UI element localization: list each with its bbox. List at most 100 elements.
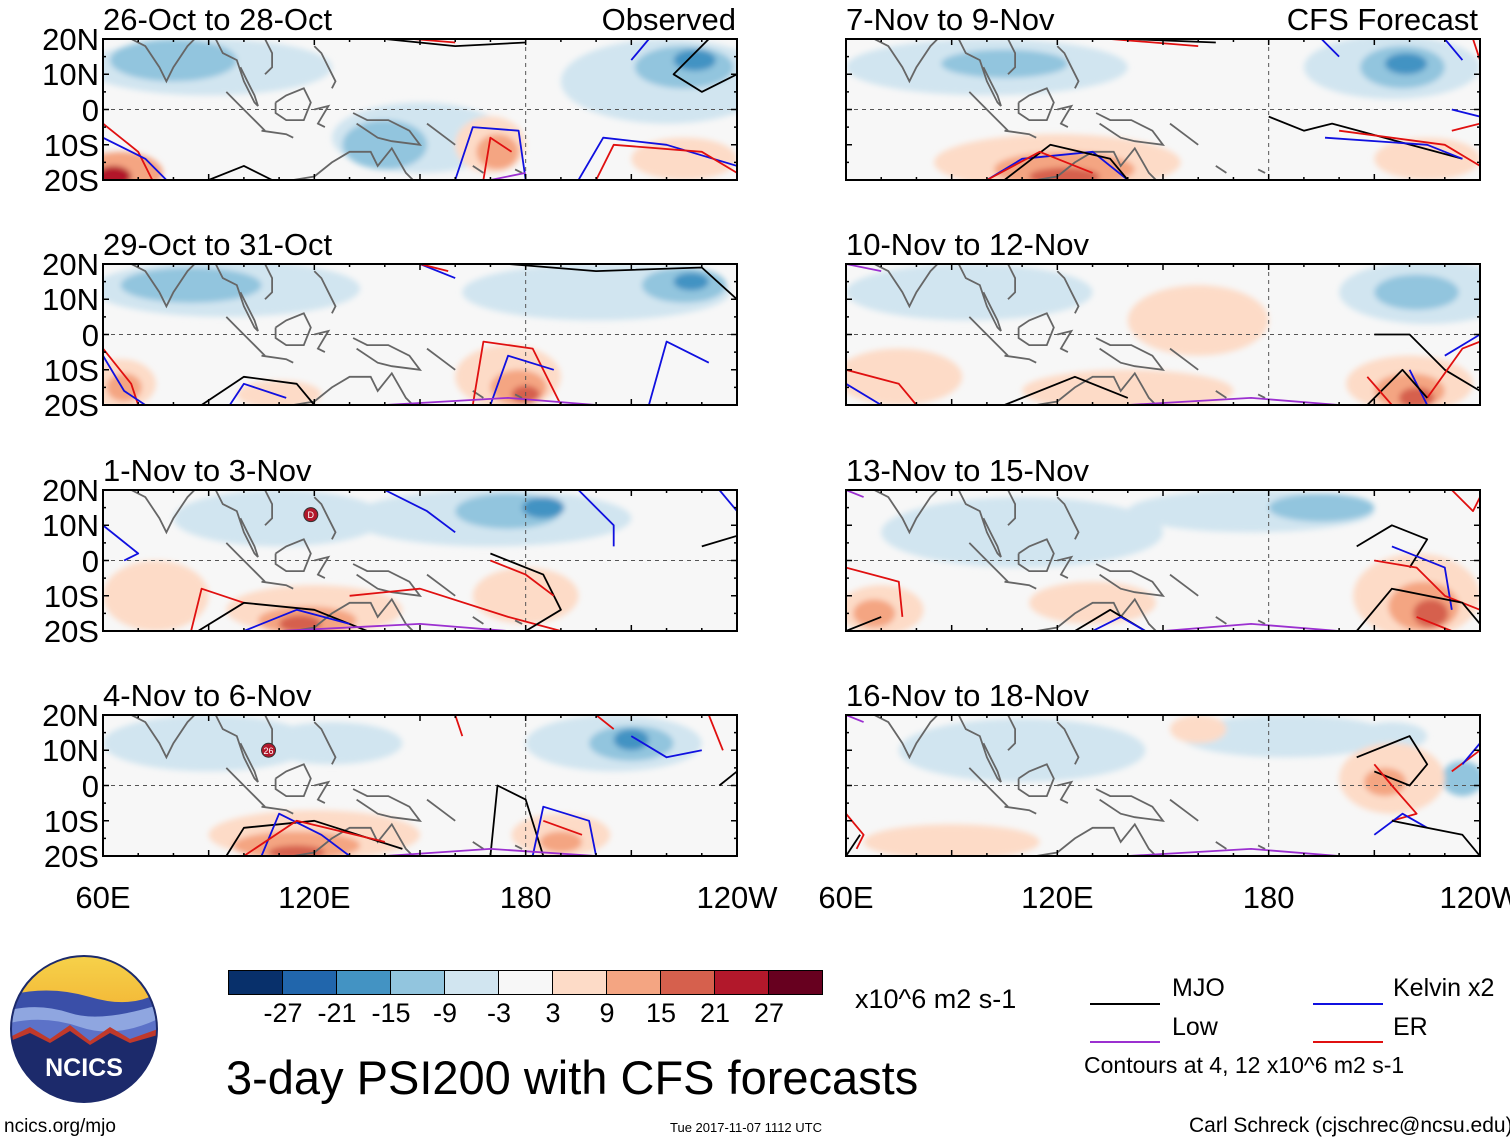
coastline: [264, 490, 274, 526]
map-svg: 26: [102, 714, 738, 857]
shading-region: [881, 497, 1163, 568]
map-panel: 26: [102, 714, 738, 857]
shading-region: [898, 718, 1146, 782]
map-svg: [845, 38, 1481, 181]
colorbar-swatch: [390, 970, 445, 995]
forecast-label: CFS Forecast: [1286, 2, 1478, 37]
coastline: [873, 264, 939, 309]
storm-marker: [261, 742, 277, 758]
coastline: [1007, 39, 1017, 75]
contour-line: [595, 143, 737, 180]
contour-line: [260, 812, 351, 856]
contour-line: [846, 368, 918, 405]
contour-line: [1003, 143, 1129, 180]
colorbar-swatch: [498, 970, 553, 995]
lat-tick-label: 20N: [42, 473, 99, 508]
contour-line: [707, 715, 724, 751]
contour-line: [1320, 39, 1340, 58]
lon-tick-label: 180: [499, 880, 552, 915]
coastline: [225, 91, 266, 132]
shading-region: [1170, 715, 1227, 744]
coastline: [514, 619, 523, 625]
coastline: [313, 496, 337, 540]
contour-line: [489, 784, 545, 856]
contour-line: [1004, 375, 1129, 405]
shading-region: [613, 729, 649, 751]
coastline: [514, 844, 523, 850]
coastline: [214, 264, 259, 332]
shading-region: [673, 272, 709, 291]
contour-line: [1444, 333, 1480, 357]
contour-note: Contours at 4, 12 x10^6 m2 s-1: [1084, 1052, 1405, 1078]
contour-line: [454, 126, 527, 180]
shading-region: [236, 380, 322, 405]
contour-line: [243, 819, 386, 856]
coastline: [957, 39, 1002, 107]
contour-line: [1374, 333, 1480, 392]
coastline: [352, 112, 422, 146]
lat-tick-label: 0: [81, 92, 99, 128]
coastline: [1056, 270, 1080, 314]
contour-line: [542, 819, 583, 836]
coastline: [1036, 146, 1157, 180]
lat-tick-label: 20N: [42, 22, 99, 57]
contour-line: [577, 490, 615, 547]
colorbar-swatch: [282, 970, 337, 995]
map-panel: [845, 263, 1481, 406]
contour-line: [384, 490, 456, 534]
coastline: [1004, 805, 1037, 815]
contour-line: [846, 264, 882, 272]
contour-line: [489, 354, 555, 405]
coastline: [261, 580, 294, 590]
coastline: [130, 490, 196, 535]
coastline: [1169, 122, 1199, 146]
shading-region: [103, 560, 209, 631]
contour-line: [595, 715, 615, 730]
shading-region: [846, 264, 1093, 321]
panel-period-title: 7-Nov to 9-Nov: [846, 2, 1055, 37]
legend-label-kelvin: Kelvin x2: [1393, 974, 1495, 1002]
coastline: [426, 122, 456, 146]
coastline: [293, 146, 414, 180]
shading-region: [1384, 53, 1428, 75]
map-panel: [845, 489, 1481, 632]
coastline: [873, 715, 939, 760]
footer-url: ncics.org/mjo: [4, 1116, 116, 1137]
coastline: [514, 168, 523, 174]
contour-line: [1127, 847, 1340, 856]
lon-tick-label: 60E: [818, 880, 874, 915]
contour-line: [1356, 587, 1480, 631]
contour-line: [384, 39, 526, 47]
map-panel: [845, 38, 1481, 181]
colorbar: [228, 970, 823, 995]
contour-line: [508, 264, 737, 300]
coastline: [1004, 129, 1037, 139]
contour-line: [986, 150, 1093, 180]
legend-line-low: [1090, 1041, 1160, 1043]
coastline: [957, 264, 1002, 332]
shading-region: [631, 137, 737, 180]
colorbar-swatch: [444, 970, 499, 995]
lat-tick-label: 20S: [43, 614, 99, 649]
contour-line: [103, 122, 154, 180]
colorbar-tick-label: 21: [699, 998, 731, 1028]
coastline: [293, 597, 414, 631]
legend-line-er: [1313, 1041, 1383, 1043]
contour-line: [279, 622, 509, 631]
panel-period-title: 10-Nov to 12-Nov: [846, 227, 1089, 262]
contour-line: [384, 396, 597, 405]
contour-line: [229, 382, 287, 405]
coastline: [1007, 715, 1017, 751]
map-svg: [102, 263, 738, 406]
colorbar-tick-label: -15: [371, 998, 411, 1028]
map-panel: D: [102, 489, 738, 632]
lat-tick-label: 0: [81, 317, 99, 353]
coastline: [130, 39, 196, 84]
coastline: [1095, 337, 1165, 371]
coastline: [264, 264, 274, 300]
lat-tick-label: 20S: [43, 388, 99, 423]
coastline: [130, 264, 196, 309]
coastline: [313, 45, 337, 89]
map-svg: [102, 38, 738, 181]
coastline: [1056, 721, 1080, 765]
